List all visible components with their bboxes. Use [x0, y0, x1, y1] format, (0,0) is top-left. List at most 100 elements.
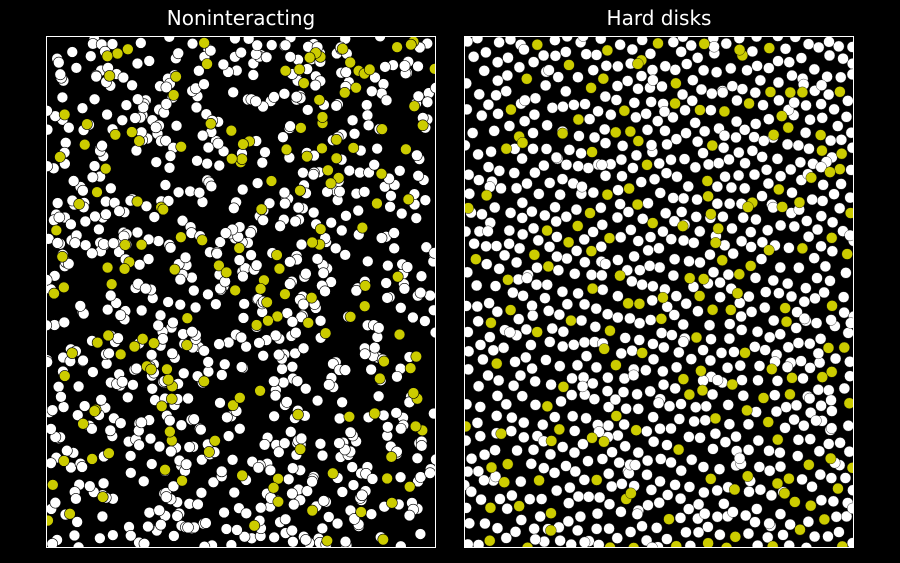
particle-active — [182, 340, 193, 351]
particle-passive — [612, 291, 623, 302]
particle-passive — [53, 381, 64, 392]
particle-passive — [254, 337, 265, 348]
particle-active — [374, 373, 385, 384]
particle-active — [210, 435, 221, 446]
particle-active — [263, 315, 274, 326]
particle-passive — [60, 137, 71, 148]
particle-passive — [155, 519, 166, 530]
particle-active — [234, 392, 245, 403]
particle-passive — [315, 315, 326, 326]
particle-passive — [581, 351, 592, 362]
particle-active — [392, 42, 403, 53]
particle-passive — [793, 434, 804, 445]
particle-passive — [533, 188, 544, 199]
particle-passive — [490, 445, 501, 456]
particle-passive — [579, 299, 590, 310]
particle-active — [543, 261, 554, 272]
particle-passive — [132, 94, 143, 105]
particle-active — [839, 342, 850, 353]
particle-passive — [161, 98, 172, 109]
particle-passive — [411, 213, 422, 224]
particle-passive — [782, 362, 793, 373]
particle-passive — [847, 538, 854, 548]
particle-passive — [466, 486, 477, 497]
particle-active — [46, 515, 53, 526]
particle-passive — [428, 408, 436, 419]
particle-passive — [483, 370, 494, 381]
particle-passive — [812, 273, 823, 284]
particle-passive — [131, 145, 142, 156]
particle-passive — [645, 232, 656, 243]
particle-active — [266, 176, 277, 187]
hard-disks-panel: Hard disks — [464, 36, 854, 548]
particle-passive — [104, 348, 115, 359]
particle-active — [234, 243, 245, 254]
particle-passive — [679, 154, 690, 165]
particle-active — [558, 381, 569, 392]
particle-passive — [824, 36, 835, 47]
particle-passive — [93, 224, 104, 235]
particle-passive — [606, 481, 617, 492]
particle-passive — [796, 356, 807, 367]
particle-active — [129, 341, 140, 352]
particle-passive — [591, 49, 602, 60]
particle-passive — [411, 150, 422, 161]
particle-passive — [728, 507, 739, 518]
particle-passive — [525, 340, 536, 351]
particle-active — [598, 73, 609, 84]
particle-passive — [472, 36, 483, 44]
particle-passive — [279, 88, 290, 99]
particle-passive — [676, 46, 687, 57]
particle-passive — [318, 495, 329, 506]
particle-active — [429, 63, 436, 74]
particle-passive — [517, 391, 528, 402]
particle-active — [505, 104, 516, 115]
particle-active — [623, 298, 634, 309]
particle-passive — [395, 302, 406, 313]
particle-passive — [795, 157, 806, 168]
particle-passive — [392, 371, 403, 382]
particle-passive — [506, 426, 517, 437]
particle-active — [97, 492, 108, 503]
particle-passive — [747, 46, 758, 57]
particle-active — [485, 502, 496, 513]
particle-passive — [554, 361, 565, 372]
particle-passive — [261, 52, 272, 63]
particle-passive — [721, 38, 732, 49]
particle-passive — [266, 40, 277, 51]
particle-passive — [686, 40, 697, 51]
particle-active — [591, 475, 602, 486]
particle-passive — [600, 259, 611, 270]
particle-passive — [476, 494, 487, 505]
particle-passive — [642, 455, 653, 466]
particle-passive — [602, 372, 613, 383]
particle-active — [280, 289, 291, 300]
particle-passive — [300, 268, 311, 279]
particle-passive — [615, 232, 626, 243]
particle-passive — [70, 238, 81, 249]
particle-passive — [544, 336, 555, 347]
particle-passive — [762, 225, 773, 236]
particle-active — [348, 142, 359, 153]
particle-passive — [107, 530, 118, 541]
particle-passive — [575, 511, 586, 522]
particle-passive — [59, 317, 70, 328]
particle-passive — [258, 215, 269, 226]
particle-active — [705, 209, 716, 220]
particle-active — [742, 202, 753, 213]
particle-passive — [308, 169, 319, 180]
particle-passive — [236, 362, 247, 373]
particle-passive — [662, 440, 673, 451]
particle-passive — [473, 316, 484, 327]
particle-passive — [491, 90, 502, 101]
particle-active — [337, 43, 348, 54]
particle-passive — [151, 157, 162, 168]
particle-passive — [504, 121, 515, 132]
particle-passive — [473, 539, 484, 548]
particle-passive — [759, 302, 770, 313]
particle-passive — [380, 61, 391, 72]
particle-passive — [171, 120, 182, 131]
particle-passive — [563, 498, 574, 509]
particle-passive — [164, 36, 175, 42]
particle-passive — [518, 290, 529, 301]
